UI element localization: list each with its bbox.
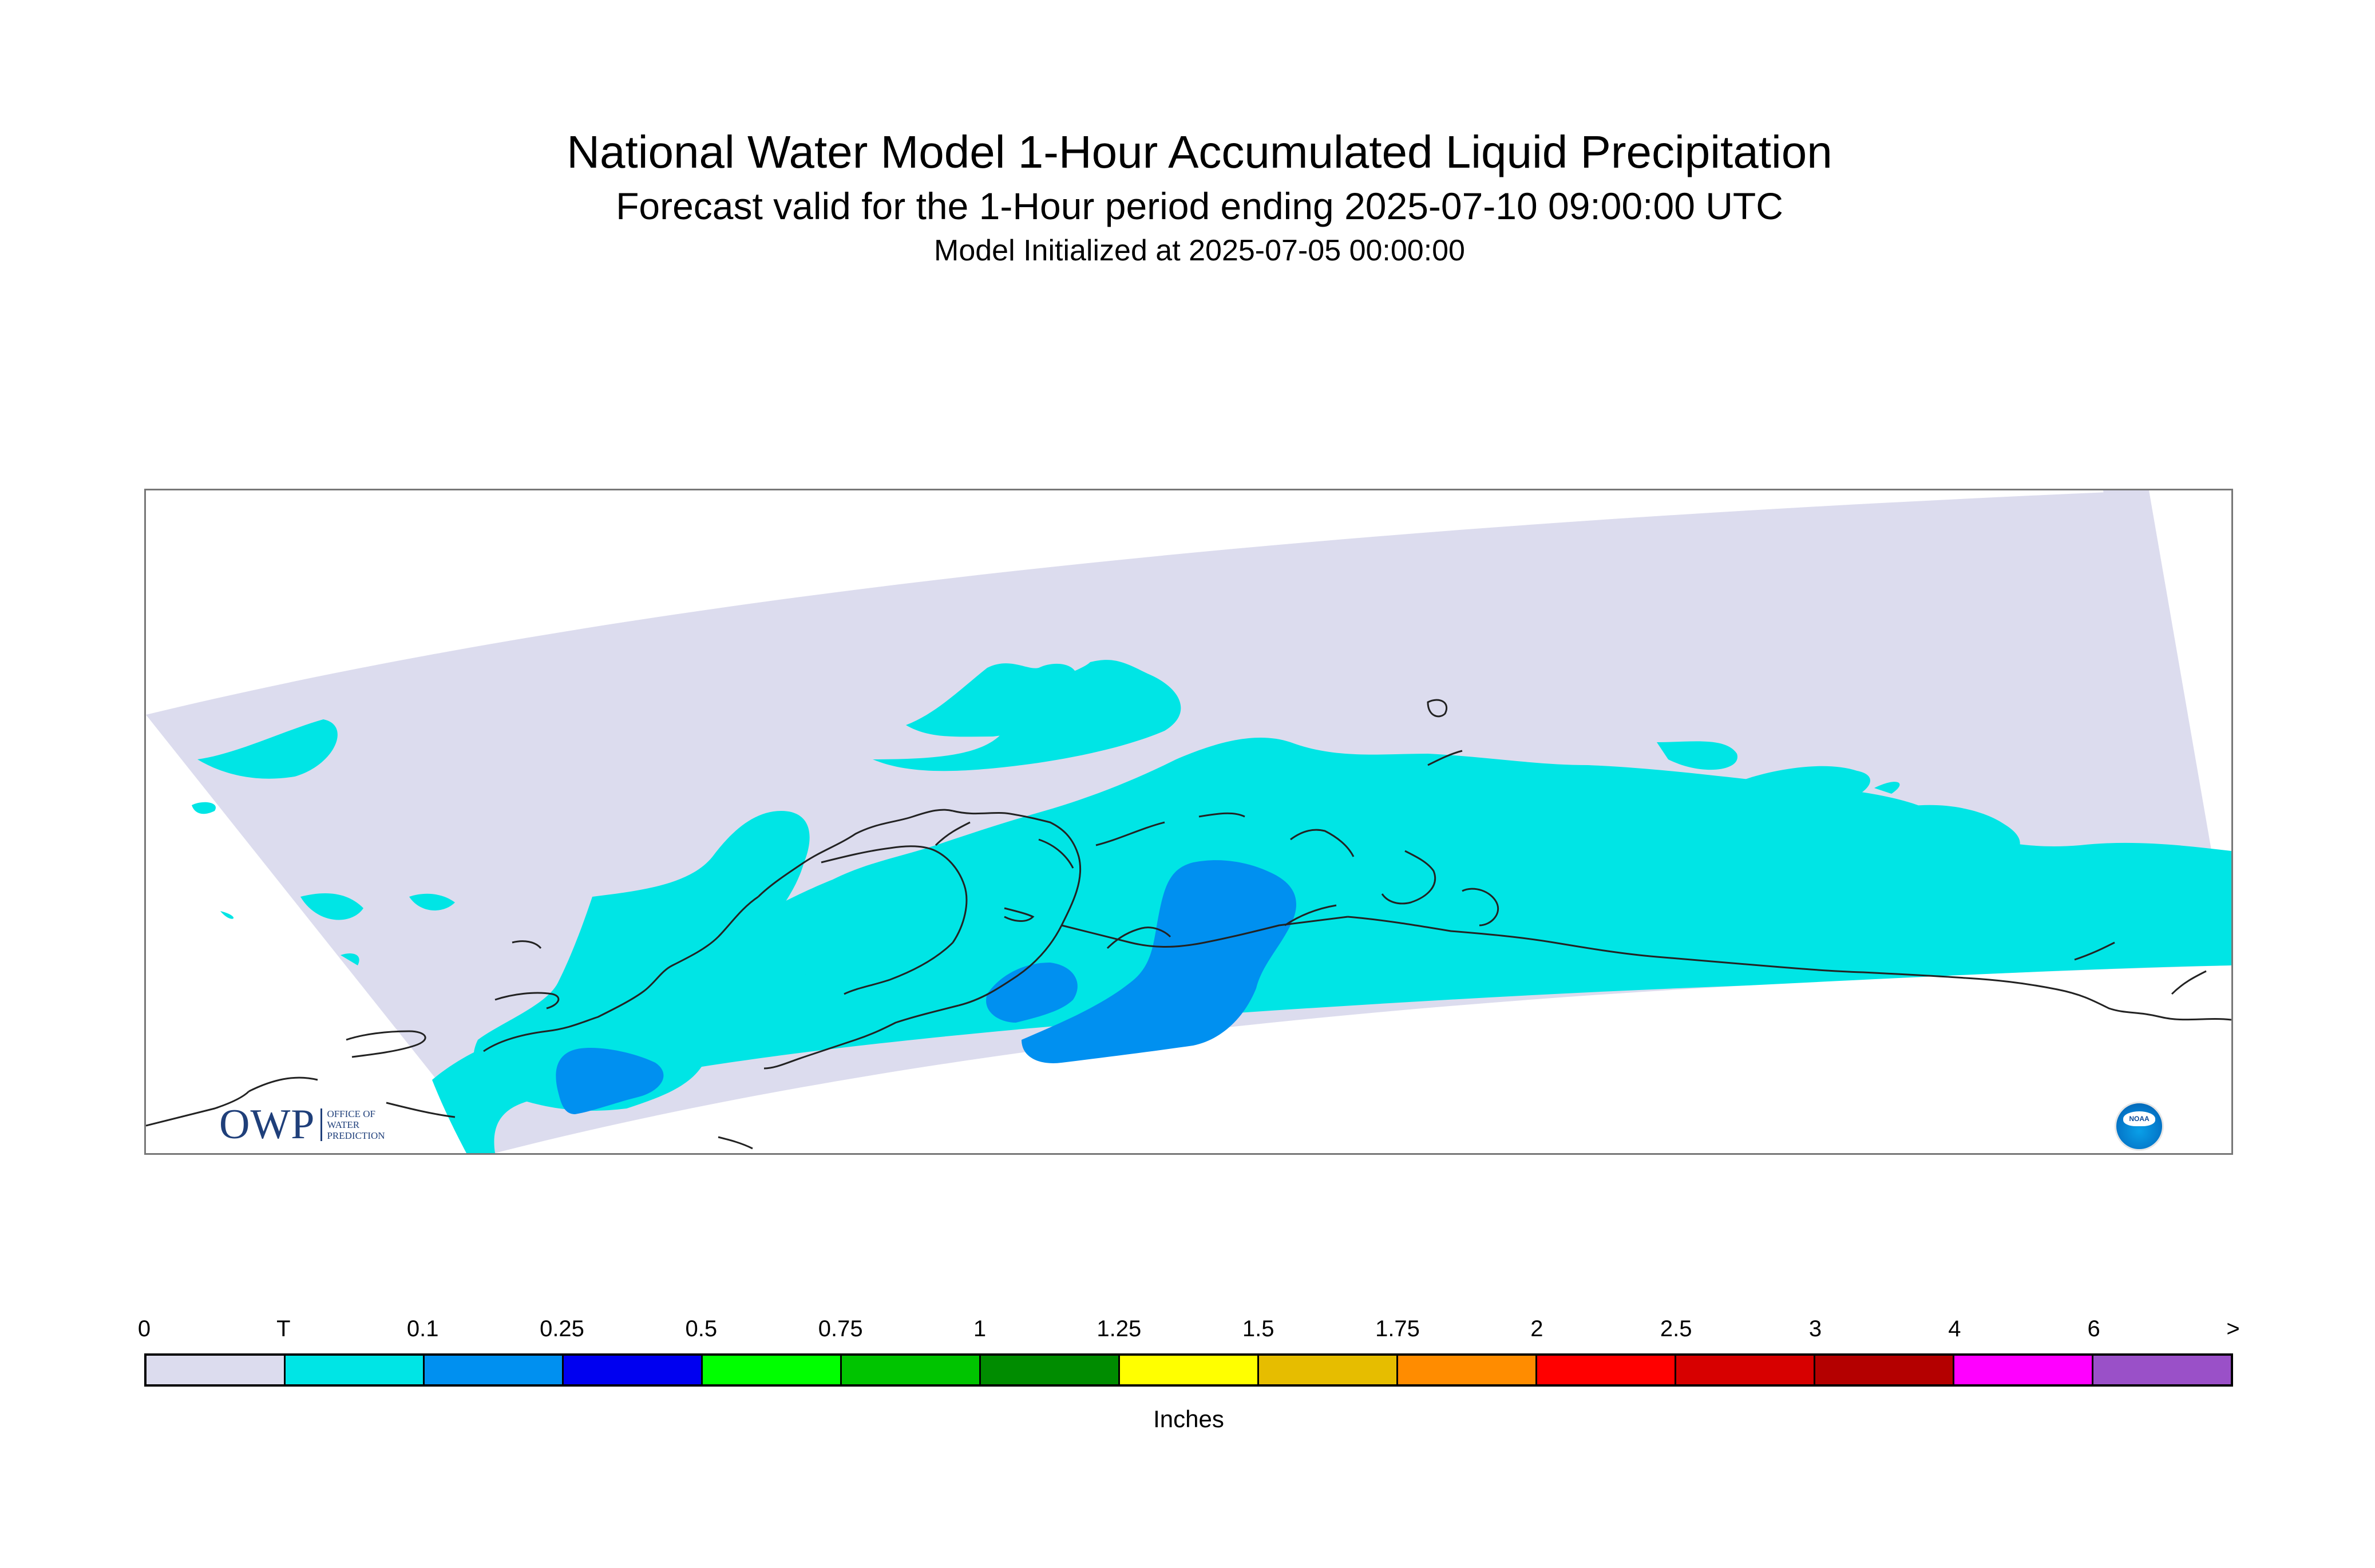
model-init-line: Model Initialized at 2025-07-05 00:00:00 [934, 234, 1465, 267]
legend-bin [842, 1356, 981, 1384]
title-block: National Water Model 1-Hour Accumulated … [0, 125, 2375, 269]
legend-bin [1120, 1356, 1259, 1384]
noaa-gull-icon [2123, 1111, 2155, 1126]
owp-logo-subtext: OFFICE OF WATER PREDICTION [320, 1108, 385, 1141]
legend-tick-label: 0 [137, 1316, 151, 1341]
legend-bin [1398, 1356, 1537, 1384]
legend-tick-label: 1.25 [1097, 1316, 1142, 1341]
legend-color-bar [144, 1353, 2233, 1387]
legend-tick-label: 0.25 [540, 1316, 584, 1341]
trace-precip-areas [192, 660, 2231, 1153]
precipitation-map-svg [146, 490, 2231, 1153]
domain-wedge-outside [146, 715, 495, 1153]
legend-tick-labels: 0 T 0.1 0.25 0.5 0.75 1 1.25 1.5 1.75 2 2.5 3 4 6 > [138, 1315, 2240, 1344]
light-precip-areas [556, 860, 1296, 1114]
legend-bin [1676, 1356, 1815, 1384]
legend-tick-label: 4 [1948, 1316, 1961, 1341]
owp-subtext-line: PREDICTION [327, 1130, 385, 1141]
noaa-logo-text: NOAA [2129, 1115, 2150, 1123]
precipitation-map: OWP OFFICE OF WATER PREDICTION NOAA [144, 489, 2233, 1155]
legend-bin [2093, 1356, 2231, 1384]
legend-tick-label: 2 [1530, 1316, 1543, 1341]
legend-tick-label: 1.5 [1242, 1316, 1274, 1341]
legend-bin [981, 1356, 1120, 1384]
legend-tick-label: 3 [1808, 1316, 1822, 1341]
legend-tick-label: > [2226, 1316, 2240, 1341]
coastlines [146, 699, 2231, 1150]
forecast-valid-line: Forecast valid for the 1-Hour period end… [616, 185, 1783, 227]
legend-bin [1815, 1356, 1954, 1384]
legend-tick-label: 1 [973, 1316, 987, 1341]
legend-bin [564, 1356, 703, 1384]
map-title: National Water Model 1-Hour Accumulated … [567, 126, 1832, 177]
owp-subtext-line: OFFICE OF [327, 1108, 376, 1119]
legend-units-label: Inches [1153, 1405, 1224, 1432]
owp-logo-mark: OWP [219, 1100, 315, 1148]
legend-bin [147, 1356, 286, 1384]
legend-tick-label: 0.5 [685, 1316, 718, 1341]
legend-tick-label: 2.5 [1660, 1316, 1692, 1341]
legend-bin [425, 1356, 564, 1384]
legend-tick-label: 0.1 [406, 1316, 439, 1341]
legend-bin [286, 1356, 425, 1384]
legend-tick-label: 0.75 [818, 1316, 863, 1341]
legend-bin [703, 1356, 842, 1384]
legend-tick-label: 1.75 [1375, 1316, 1420, 1341]
owp-logo: OWP OFFICE OF WATER PREDICTION [219, 1101, 385, 1148]
legend-tick-label: 6 [2087, 1316, 2100, 1341]
noaa-logo: NOAA [2115, 1102, 2164, 1151]
legend-bin [1259, 1356, 1398, 1384]
legend-bin [1537, 1356, 1676, 1384]
owp-subtext-line: WATER [327, 1119, 360, 1130]
legend-bin [1954, 1356, 2093, 1384]
legend-tick-label: T [276, 1316, 291, 1341]
